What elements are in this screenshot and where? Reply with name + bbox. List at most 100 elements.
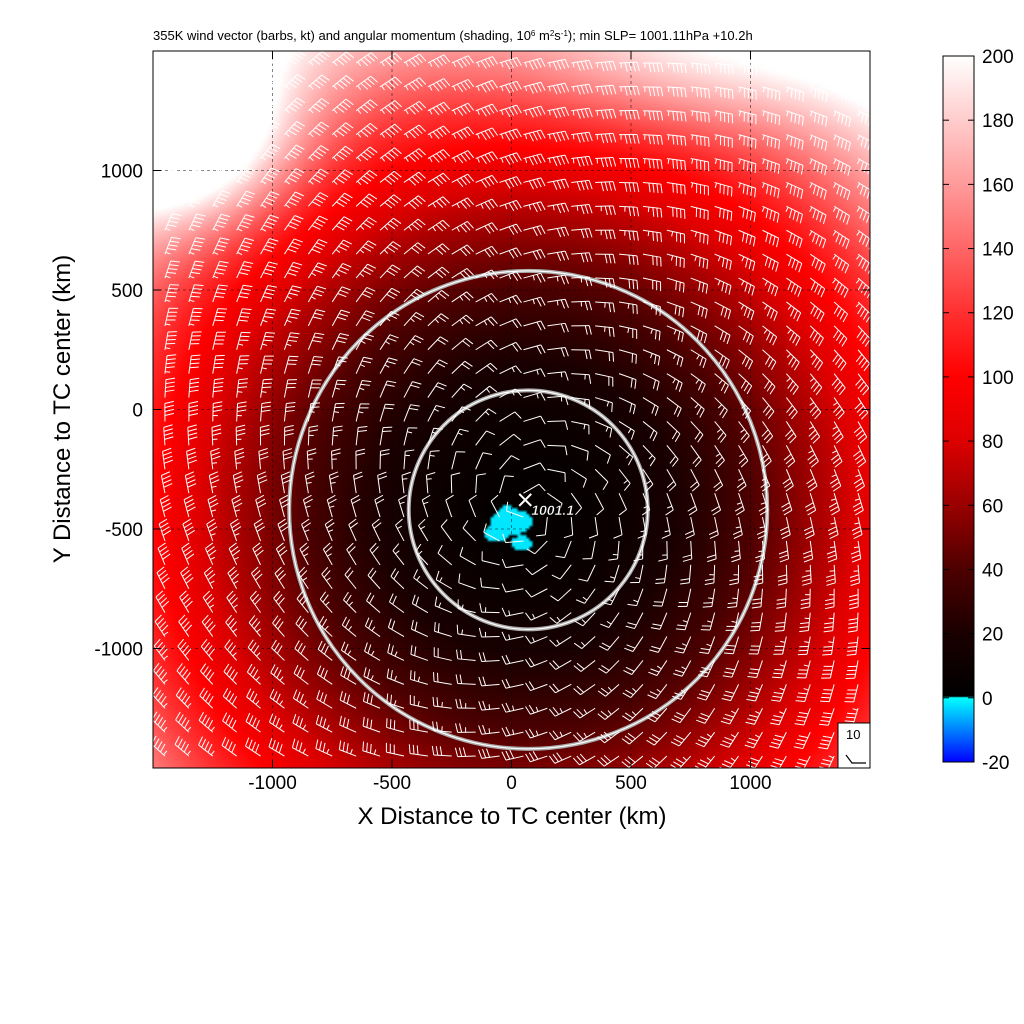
- wind-barb: [379, 264, 401, 279]
- wind-barb: [618, 301, 638, 315]
- wind-barb: [308, 51, 330, 66]
- wind-barb: [355, 170, 378, 186]
- wind-barbs: [153, 51, 870, 768]
- wind-barb: [744, 731, 763, 749]
- wind-barb: [283, 401, 296, 422]
- wind-barb: [779, 516, 791, 539]
- wind-barb: [260, 355, 274, 374]
- wind-barb: [188, 142, 208, 160]
- wind-barb: [582, 540, 596, 560]
- wind-barb: [403, 100, 427, 115]
- wind-barb: [212, 237, 230, 255]
- wind-barb: [547, 468, 566, 482]
- wind-barb: [437, 544, 453, 566]
- wind-barb: [762, 349, 777, 371]
- wind-barb: [525, 657, 548, 668]
- wind-barb: [547, 226, 570, 238]
- wind-barb: [212, 143, 232, 161]
- wind-barb: [642, 205, 663, 218]
- wind-barb: [212, 213, 231, 232]
- wind-barb: [379, 357, 398, 374]
- colorbar-tick-label: 60: [982, 496, 1003, 517]
- wind-barb: [720, 731, 739, 748]
- wind-barb: [188, 284, 204, 303]
- wind-barb: [283, 308, 301, 327]
- wind-barb: [849, 588, 859, 610]
- wind-barb: [845, 660, 859, 679]
- wind-barb: [247, 639, 261, 661]
- wind-barb: [176, 663, 191, 685]
- wind-barb: [433, 672, 452, 685]
- reference-barb-box: 10: [837, 722, 871, 769]
- wind-barb: [666, 397, 682, 417]
- colorbar-ticks: -20 0 20 40 60 80 100 120 140 160 180 200: [943, 47, 1014, 774]
- wind-barb: [747, 660, 763, 678]
- wind-barb: [199, 687, 214, 709]
- wind-barb: [395, 518, 405, 542]
- wind-barb: [809, 205, 827, 225]
- wind-barb: [212, 401, 223, 422]
- wind-barb: [666, 421, 681, 442]
- wind-barb: [353, 471, 363, 494]
- wind-barb: [212, 119, 232, 137]
- wind-barb: [331, 192, 353, 208]
- wind-barb: [403, 242, 426, 255]
- wind-barb: [776, 588, 787, 609]
- wind-barb: [212, 190, 231, 208]
- wind-barb: [186, 447, 197, 470]
- wind-barb: [760, 469, 771, 492]
- wind-barb: [222, 687, 238, 709]
- wind-barb: [260, 238, 279, 255]
- wind-barb: [666, 181, 686, 195]
- wind-barb: [523, 320, 546, 331]
- wind-barb: [695, 731, 716, 748]
- y-tick-label: -500: [105, 520, 143, 541]
- wind-barb: [856, 229, 870, 250]
- wind-barb: [410, 645, 429, 661]
- wind-barb: [748, 636, 763, 655]
- wind-barb: [641, 492, 651, 516]
- wind-barb: [483, 523, 500, 542]
- wind-barb: [331, 379, 347, 398]
- wind-barb: [738, 158, 757, 174]
- wind-barb: [260, 332, 275, 350]
- wind-barb: [499, 104, 522, 118]
- wind-barb: [619, 109, 640, 120]
- wind-barb: [284, 215, 304, 231]
- wind-barb: [570, 492, 583, 516]
- wind-barb: [622, 684, 644, 699]
- wind-barb: [236, 167, 256, 185]
- wind-barb: [236, 331, 251, 350]
- wind-barb: [236, 120, 257, 137]
- wind-barb: [451, 173, 475, 188]
- wind-barb: [501, 607, 524, 617]
- wind-barb: [415, 543, 429, 566]
- wind-barb: [175, 711, 192, 733]
- wind-barb: [807, 445, 819, 468]
- wind-barb: [340, 666, 357, 685]
- wind-barb: [324, 518, 335, 542]
- wind-barb: [164, 331, 178, 350]
- wind-barb: [832, 229, 850, 249]
- wind-barb: [331, 286, 351, 303]
- wind-barb: [164, 236, 181, 255]
- wind-barb: [478, 748, 500, 759]
- wind-barb: [283, 379, 298, 398]
- wind-barb: [714, 62, 734, 75]
- wind-barb: [379, 287, 401, 303]
- wind-barb: [642, 445, 656, 467]
- wind-barb: [249, 590, 262, 613]
- wind-barb: [783, 445, 796, 468]
- wind-barb: [475, 222, 498, 234]
- wind-barb: [762, 110, 781, 126]
- wind-barb: [846, 636, 859, 656]
- wind-barb: [355, 193, 378, 208]
- wind-barb: [833, 182, 851, 201]
- wind-barb: [212, 378, 224, 398]
- wind-barb: [499, 199, 522, 212]
- wind-barb: [228, 542, 241, 566]
- wind-barb: [366, 592, 381, 614]
- wind-barb: [690, 373, 706, 393]
- wind-barb: [212, 72, 233, 89]
- wind-barb: [451, 383, 473, 398]
